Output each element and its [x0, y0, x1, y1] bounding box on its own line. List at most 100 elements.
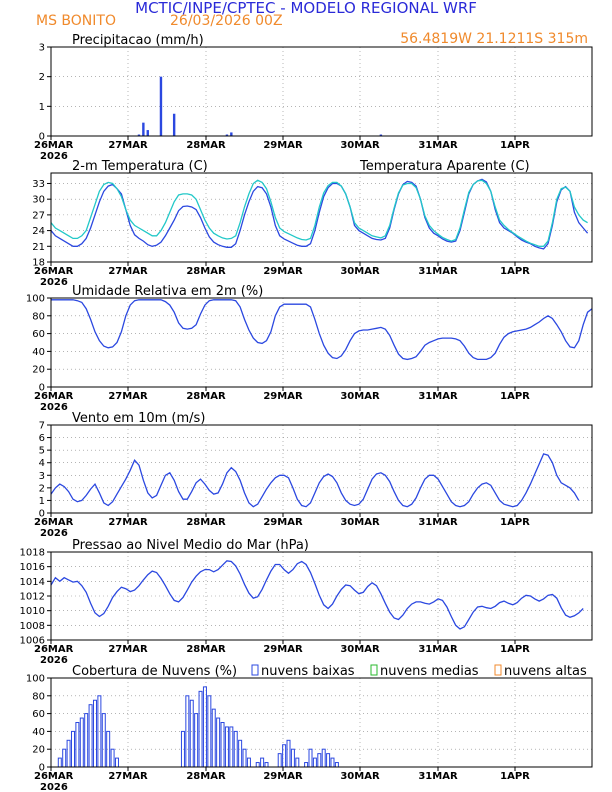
precip-xtick-label: 26MAR — [34, 140, 74, 151]
pressure-xtick-label: 30MAR — [340, 644, 380, 655]
temp-xtick-label: 28MAR — [186, 266, 226, 277]
cloud-low-bar — [321, 748, 326, 768]
pressure-series-line — [50, 560, 584, 630]
cloud-low-bar — [84, 713, 89, 768]
cloud-low-bar — [106, 730, 111, 768]
coords-label: 56.4819W 21.1211S 315m — [400, 31, 588, 47]
wind-ytick-label: 4 — [39, 458, 45, 469]
precip-bar — [225, 134, 229, 136]
rh-ytick-label: 40 — [32, 347, 45, 358]
location-label: MS BONITO — [36, 13, 116, 29]
clouds-xtick-label: 26MAR — [34, 771, 74, 782]
cloud-low-bar — [334, 762, 339, 768]
pressure-frame — [50, 551, 593, 641]
pressure-xtick-label: 1APR — [500, 644, 530, 655]
cloud-low-bar — [242, 748, 247, 768]
cloud-low-bar — [198, 690, 203, 768]
wind-ytick-label: 7 — [39, 421, 45, 432]
wind-ytick-label: 6 — [39, 433, 45, 444]
cloud-low-bar — [277, 753, 282, 768]
cloud-low-bar — [312, 757, 317, 768]
wind-panel: 0 1 23 45 67 26MAR 27MAR 28MAR 29MAR 30MAR 31MAR 1A… — [34, 411, 593, 539]
temp-legend-apparent: Temperatura Aparente (C) — [359, 159, 530, 174]
clouds-xtick-label: 1APR — [500, 771, 530, 782]
cloud-low-bar — [101, 713, 106, 768]
rh-frame — [50, 297, 593, 388]
cloud-low-bar — [238, 739, 243, 768]
clouds-legend-swatch-2 — [494, 664, 502, 676]
wind-frame — [50, 424, 593, 514]
cloud-low-bar — [264, 762, 269, 768]
cloud-low-bar — [326, 753, 331, 768]
temp-ytick-label: 27 — [32, 210, 45, 221]
pressure-year-label: 2026 — [40, 655, 68, 666]
pressure-panel: 1006 1008 1010 1012 1014 1016 1018 26MAR 27MAR 28… — [20, 538, 593, 666]
wind-ytick-label: 0 — [39, 509, 45, 520]
clouds-panel: 0 20 40 60 80 100 26MAR 27MAR 28MAR 29MAR 30MAR 31M… — [26, 664, 593, 792]
cloud-low-bar — [260, 757, 265, 768]
cloud-low-bar — [282, 744, 287, 768]
clouds-frame — [50, 677, 593, 768]
cloud-low-bar — [75, 722, 80, 768]
precip-xtick-label: 28MAR — [186, 140, 226, 151]
pressure-ytick-label: 1012 — [20, 592, 45, 603]
wind-xtick-label: 1APR — [500, 517, 530, 528]
cloud-low-bar — [57, 757, 62, 768]
precip-xtick-label: 30MAR — [340, 140, 380, 151]
precip-bar — [379, 134, 383, 136]
clouds-legend-label-1: nuvens medias — [380, 664, 479, 679]
cloud-low-bar — [246, 757, 251, 768]
rh-panel: 0 20 40 60 80 100 26MAR 27MAR 28MAR 29MAR 30MAR 31M… — [26, 284, 593, 413]
temp-xtick-label: 27MAR — [108, 266, 148, 277]
temp-year-label: 2026 — [40, 277, 68, 288]
wind-xtick-label: 26MAR — [34, 517, 74, 528]
pressure-ytick-label: 1018 — [20, 548, 45, 559]
cloud-low-bar — [330, 757, 335, 768]
temp-ytick-label: 33 — [32, 179, 45, 190]
clouds-xtick-label: 28MAR — [186, 771, 226, 782]
precip-xtick-label: 27MAR — [108, 140, 148, 151]
cloud-low-bar — [304, 762, 309, 768]
clouds-xtick-label: 31MAR — [418, 771, 458, 782]
precip-bar — [230, 132, 233, 136]
temp-series-line — [50, 178, 589, 250]
precip-ytick-label: 2 — [39, 72, 45, 83]
pressure-xtick-label: 31MAR — [418, 644, 458, 655]
temp-xtick-label: 29MAR — [263, 266, 303, 277]
temp-series-line — [50, 179, 588, 247]
clouds-ytick-label: 20 — [32, 745, 45, 756]
precip-frame — [50, 46, 593, 137]
cloud-low-bar — [224, 726, 229, 768]
clouds-ytick-label: 80 — [32, 691, 45, 702]
temp-ytick-label: 21 — [32, 242, 45, 253]
pressure-ytick-label: 1014 — [20, 577, 45, 588]
cloud-low-bar — [290, 748, 295, 768]
cloud-low-bar — [189, 699, 194, 768]
header: MCTIC/INPE/CPTEC - MODELO REGIONAL WRF M… — [36, 0, 588, 47]
cloud-low-bar — [286, 739, 291, 768]
wind-year-label: 2026 — [40, 528, 68, 539]
rh-xtick-label: 28MAR — [186, 391, 226, 402]
cloud-low-bar — [211, 708, 216, 768]
clouds-ytick-label: 40 — [32, 727, 45, 738]
precip-ytick-label: 3 — [39, 43, 45, 54]
cloud-low-bar — [295, 757, 300, 768]
cloud-low-bar — [88, 704, 93, 768]
precip-bar — [172, 113, 176, 136]
cloud-low-bar — [216, 717, 221, 768]
temp-xtick-label: 26MAR — [34, 266, 74, 277]
cloud-low-bar — [207, 695, 212, 768]
temp-xtick-label: 31MAR — [418, 266, 458, 277]
precip-ytick-label: 1 — [39, 102, 45, 113]
rh-ytick-label: 0 — [39, 383, 45, 394]
precip-bar — [137, 134, 141, 136]
cloud-low-bar — [114, 757, 119, 768]
rh-xtick-label: 27MAR — [108, 391, 148, 402]
clouds-legend-swatch-1 — [370, 664, 378, 676]
clouds-ytick-label: 100 — [26, 674, 45, 685]
cloud-low-bar — [255, 762, 260, 768]
cloud-low-bar — [79, 717, 84, 768]
pressure-ytick-label: 1006 — [20, 636, 45, 647]
cloud-low-bar — [70, 730, 75, 768]
rh-series-line — [51, 299, 593, 361]
